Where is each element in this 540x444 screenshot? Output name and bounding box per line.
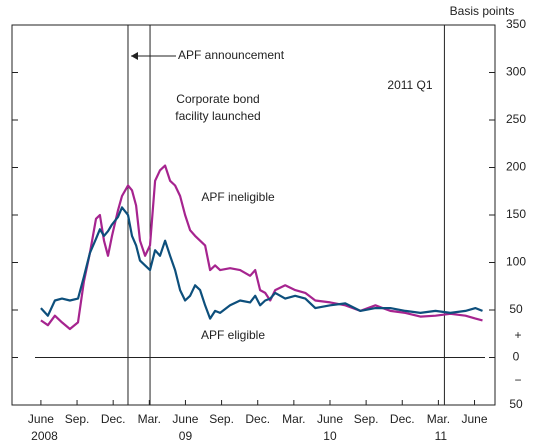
annotation: Corporate bond (176, 92, 259, 106)
y-tick-label: 50 (509, 397, 523, 411)
x-tick-label: Sep. (209, 412, 234, 426)
x-tick-label: June (317, 412, 343, 426)
y-tick-label: 0 (513, 350, 520, 364)
x-tick-label: Sep. (354, 412, 379, 426)
year-label: 10 (323, 429, 337, 443)
x-tick-label: Sep. (65, 412, 90, 426)
arrow-head (131, 52, 138, 60)
series-label: APF ineligible (201, 190, 275, 204)
x-tick-label: Mar. (282, 412, 305, 426)
annotation: 2011 Q1 (387, 78, 432, 92)
sign-label: − (514, 373, 521, 387)
series-label: APF eligible (201, 328, 265, 342)
x-tick-label: Dec. (245, 412, 270, 426)
year-label: 09 (179, 429, 193, 443)
y-tick-label: 300 (506, 65, 526, 79)
y-tick-label: 250 (506, 112, 526, 126)
x-tick-label: June (462, 412, 488, 426)
year-label: 11 (435, 429, 448, 443)
y-axis-label: Basis points (450, 4, 515, 18)
y-tick-label: 350 (506, 17, 526, 31)
x-tick-label: Dec. (101, 412, 126, 426)
y-tick-label: 150 (506, 207, 526, 221)
y-tick-label: 100 (506, 255, 526, 269)
y-tick-label: 50 (509, 302, 523, 316)
year-label: 2008 (31, 429, 58, 443)
series-line (40, 206, 483, 320)
sign-label: + (514, 328, 521, 342)
annotation: APF announcement (178, 48, 285, 62)
x-tick-label: June (172, 412, 198, 426)
x-tick-label: June (28, 412, 54, 426)
x-tick-label: Dec. (390, 412, 415, 426)
annotation: facility launched (175, 109, 260, 123)
x-tick-label: Mar. (138, 412, 161, 426)
y-tick-label: 200 (506, 160, 526, 174)
x-tick-label: Mar. (427, 412, 450, 426)
